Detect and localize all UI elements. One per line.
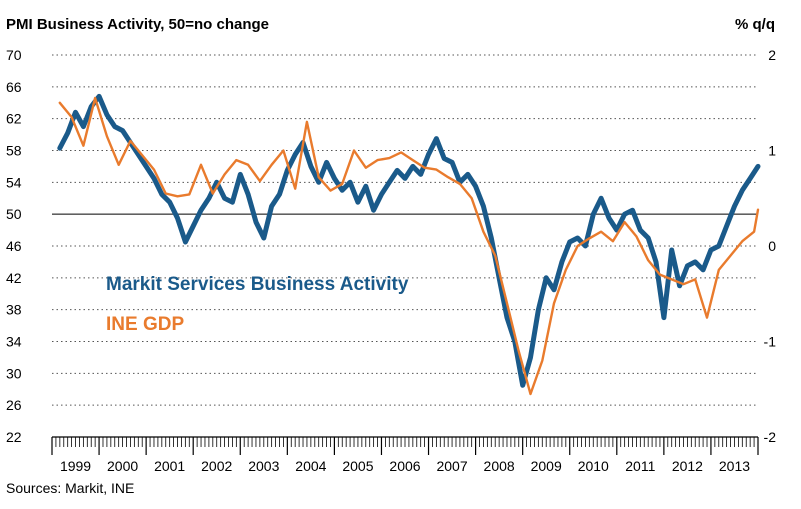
- right-tick-label: -2: [764, 429, 777, 445]
- legend-pmi-label: Markit Services Business Activity: [106, 274, 409, 295]
- left-tick-label: 58: [6, 143, 22, 159]
- x-tick-label: 2002: [201, 458, 232, 474]
- left-tick-label: 46: [6, 238, 22, 254]
- x-tick-label: 2009: [531, 458, 562, 474]
- x-tick-label: 2000: [107, 458, 138, 474]
- source-note: Sources: Markit, INE: [6, 480, 135, 496]
- left-tick-label: 70: [6, 47, 22, 63]
- x-tick-label: 2013: [719, 458, 750, 474]
- right-tick-label: 2: [768, 47, 776, 63]
- x-tick-label: 2003: [248, 458, 279, 474]
- left-tick-label: 42: [6, 270, 22, 286]
- left-tick-label: 34: [6, 334, 22, 350]
- x-tick-label: 2005: [342, 458, 373, 474]
- left-tick-label: 26: [6, 397, 22, 413]
- x-tick-label: 2010: [578, 458, 609, 474]
- x-tick-label: 2001: [154, 458, 185, 474]
- axes: 22 26 30 34 38 42 46 50 54 58 62 66 70 -2 -1 0 1 2 1999 200…: [6, 47, 776, 474]
- gdp-series-line: [58, 96, 760, 396]
- x-tick-label: 2004: [295, 458, 326, 474]
- legend: Markit Services Business Activity INE GDP: [106, 274, 409, 335]
- legend-gdp-label: INE GDP: [106, 314, 184, 335]
- right-tick-label: -1: [764, 334, 777, 350]
- left-tick-label: 66: [6, 79, 22, 95]
- grid-lines: [52, 54, 758, 406]
- x-tick-label: 2011: [625, 458, 655, 474]
- left-tick-label: 30: [6, 365, 22, 381]
- chart-title: PMI Business Activity, 50=no change: [6, 16, 269, 33]
- x-tick-label: 2012: [672, 458, 703, 474]
- left-tick-label: 38: [6, 302, 22, 318]
- x-tick-label: 1999: [60, 458, 91, 474]
- left-tick-label: 50: [6, 206, 22, 222]
- series-lines: [57, 93, 761, 396]
- x-tick-label: 2008: [484, 458, 515, 474]
- pmi-series-line: [57, 93, 761, 388]
- right-axis-label: % q/q: [735, 16, 775, 33]
- left-tick-label: 54: [6, 174, 22, 190]
- x-tick-label: 2007: [436, 458, 467, 474]
- right-tick-label: 0: [768, 238, 776, 254]
- right-tick-label: 1: [768, 143, 776, 159]
- left-tick-label: 62: [6, 111, 22, 127]
- x-tick-label: 2006: [389, 458, 420, 474]
- left-tick-label: 22: [6, 429, 22, 445]
